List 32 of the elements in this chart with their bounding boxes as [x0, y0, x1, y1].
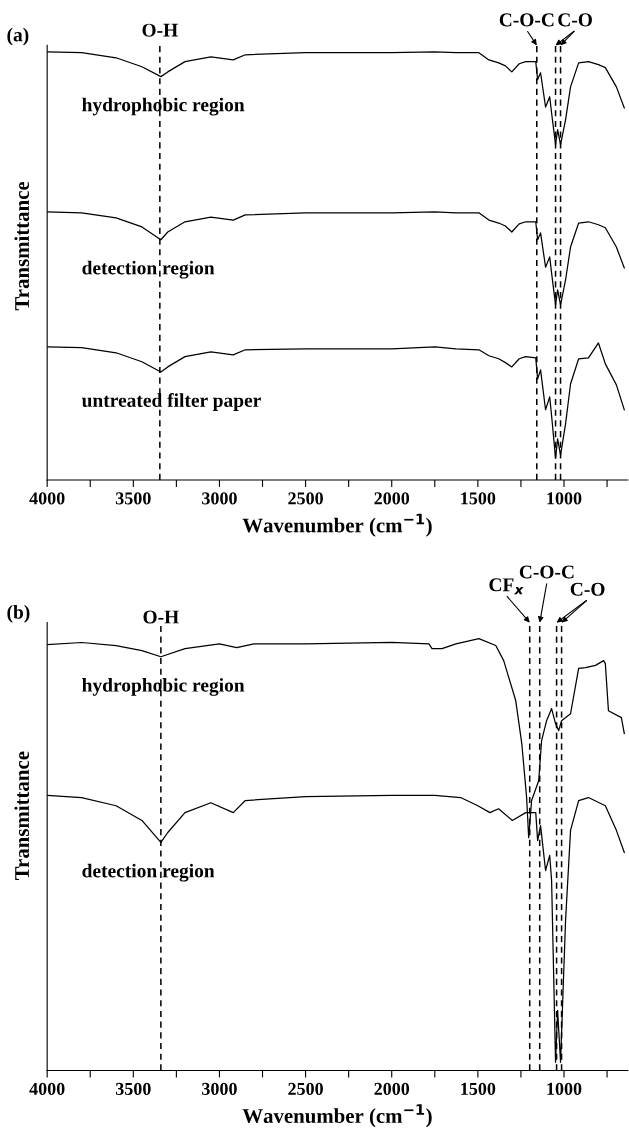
- annotation: O-H: [142, 23, 178, 37]
- x-tick-label: 1500: [461, 1082, 496, 1095]
- x-tick-label: 1000: [547, 1082, 582, 1095]
- ref-line-label: C-O-C: [519, 565, 574, 579]
- x-tick-label: 2500: [288, 1082, 323, 1095]
- series-label: hydrophobic region: [82, 678, 245, 696]
- y-axis-title: Transmittance: [14, 181, 30, 311]
- x-tick-label: 2500: [288, 492, 323, 505]
- series-label: hydrophobic region: [82, 97, 245, 116]
- x-tick-label: 3500: [115, 1082, 151, 1095]
- series-label: detection region: [82, 260, 215, 279]
- ref-line-label: C-O: [570, 582, 605, 596]
- chart-title: (b): [7, 605, 30, 623]
- x-axis-title: Wavenumber (cm$^{−1}$): [242, 1104, 432, 1128]
- annotation: O-H: [143, 610, 179, 624]
- y-axis-title: Transmittance: [14, 751, 30, 880]
- x-tick-label: 3500: [115, 492, 151, 505]
- ref-line-label: CF$_{x}$: [489, 578, 524, 595]
- x-tick-label: 4000: [29, 492, 65, 505]
- ref-line-label: C-O: [558, 13, 592, 27]
- x-tick-label: 3000: [202, 492, 237, 505]
- series-label: untreated filter paper: [81, 393, 261, 411]
- x-tick-label: 1000: [547, 492, 582, 505]
- ref-line-label: C-O-C: [499, 13, 554, 27]
- series-label: detection region: [82, 863, 215, 882]
- x-tick-label: 4000: [29, 1082, 65, 1095]
- x-tick-label: 2000: [374, 492, 410, 505]
- x-tick-label: 1500: [461, 492, 496, 505]
- x-tick-label: 2000: [374, 1082, 410, 1095]
- x-axis-title: Wavenumber (cm$^{−1}$): [242, 513, 432, 537]
- x-tick-label: 3000: [202, 1082, 237, 1095]
- chart-title: (a): [7, 27, 29, 46]
